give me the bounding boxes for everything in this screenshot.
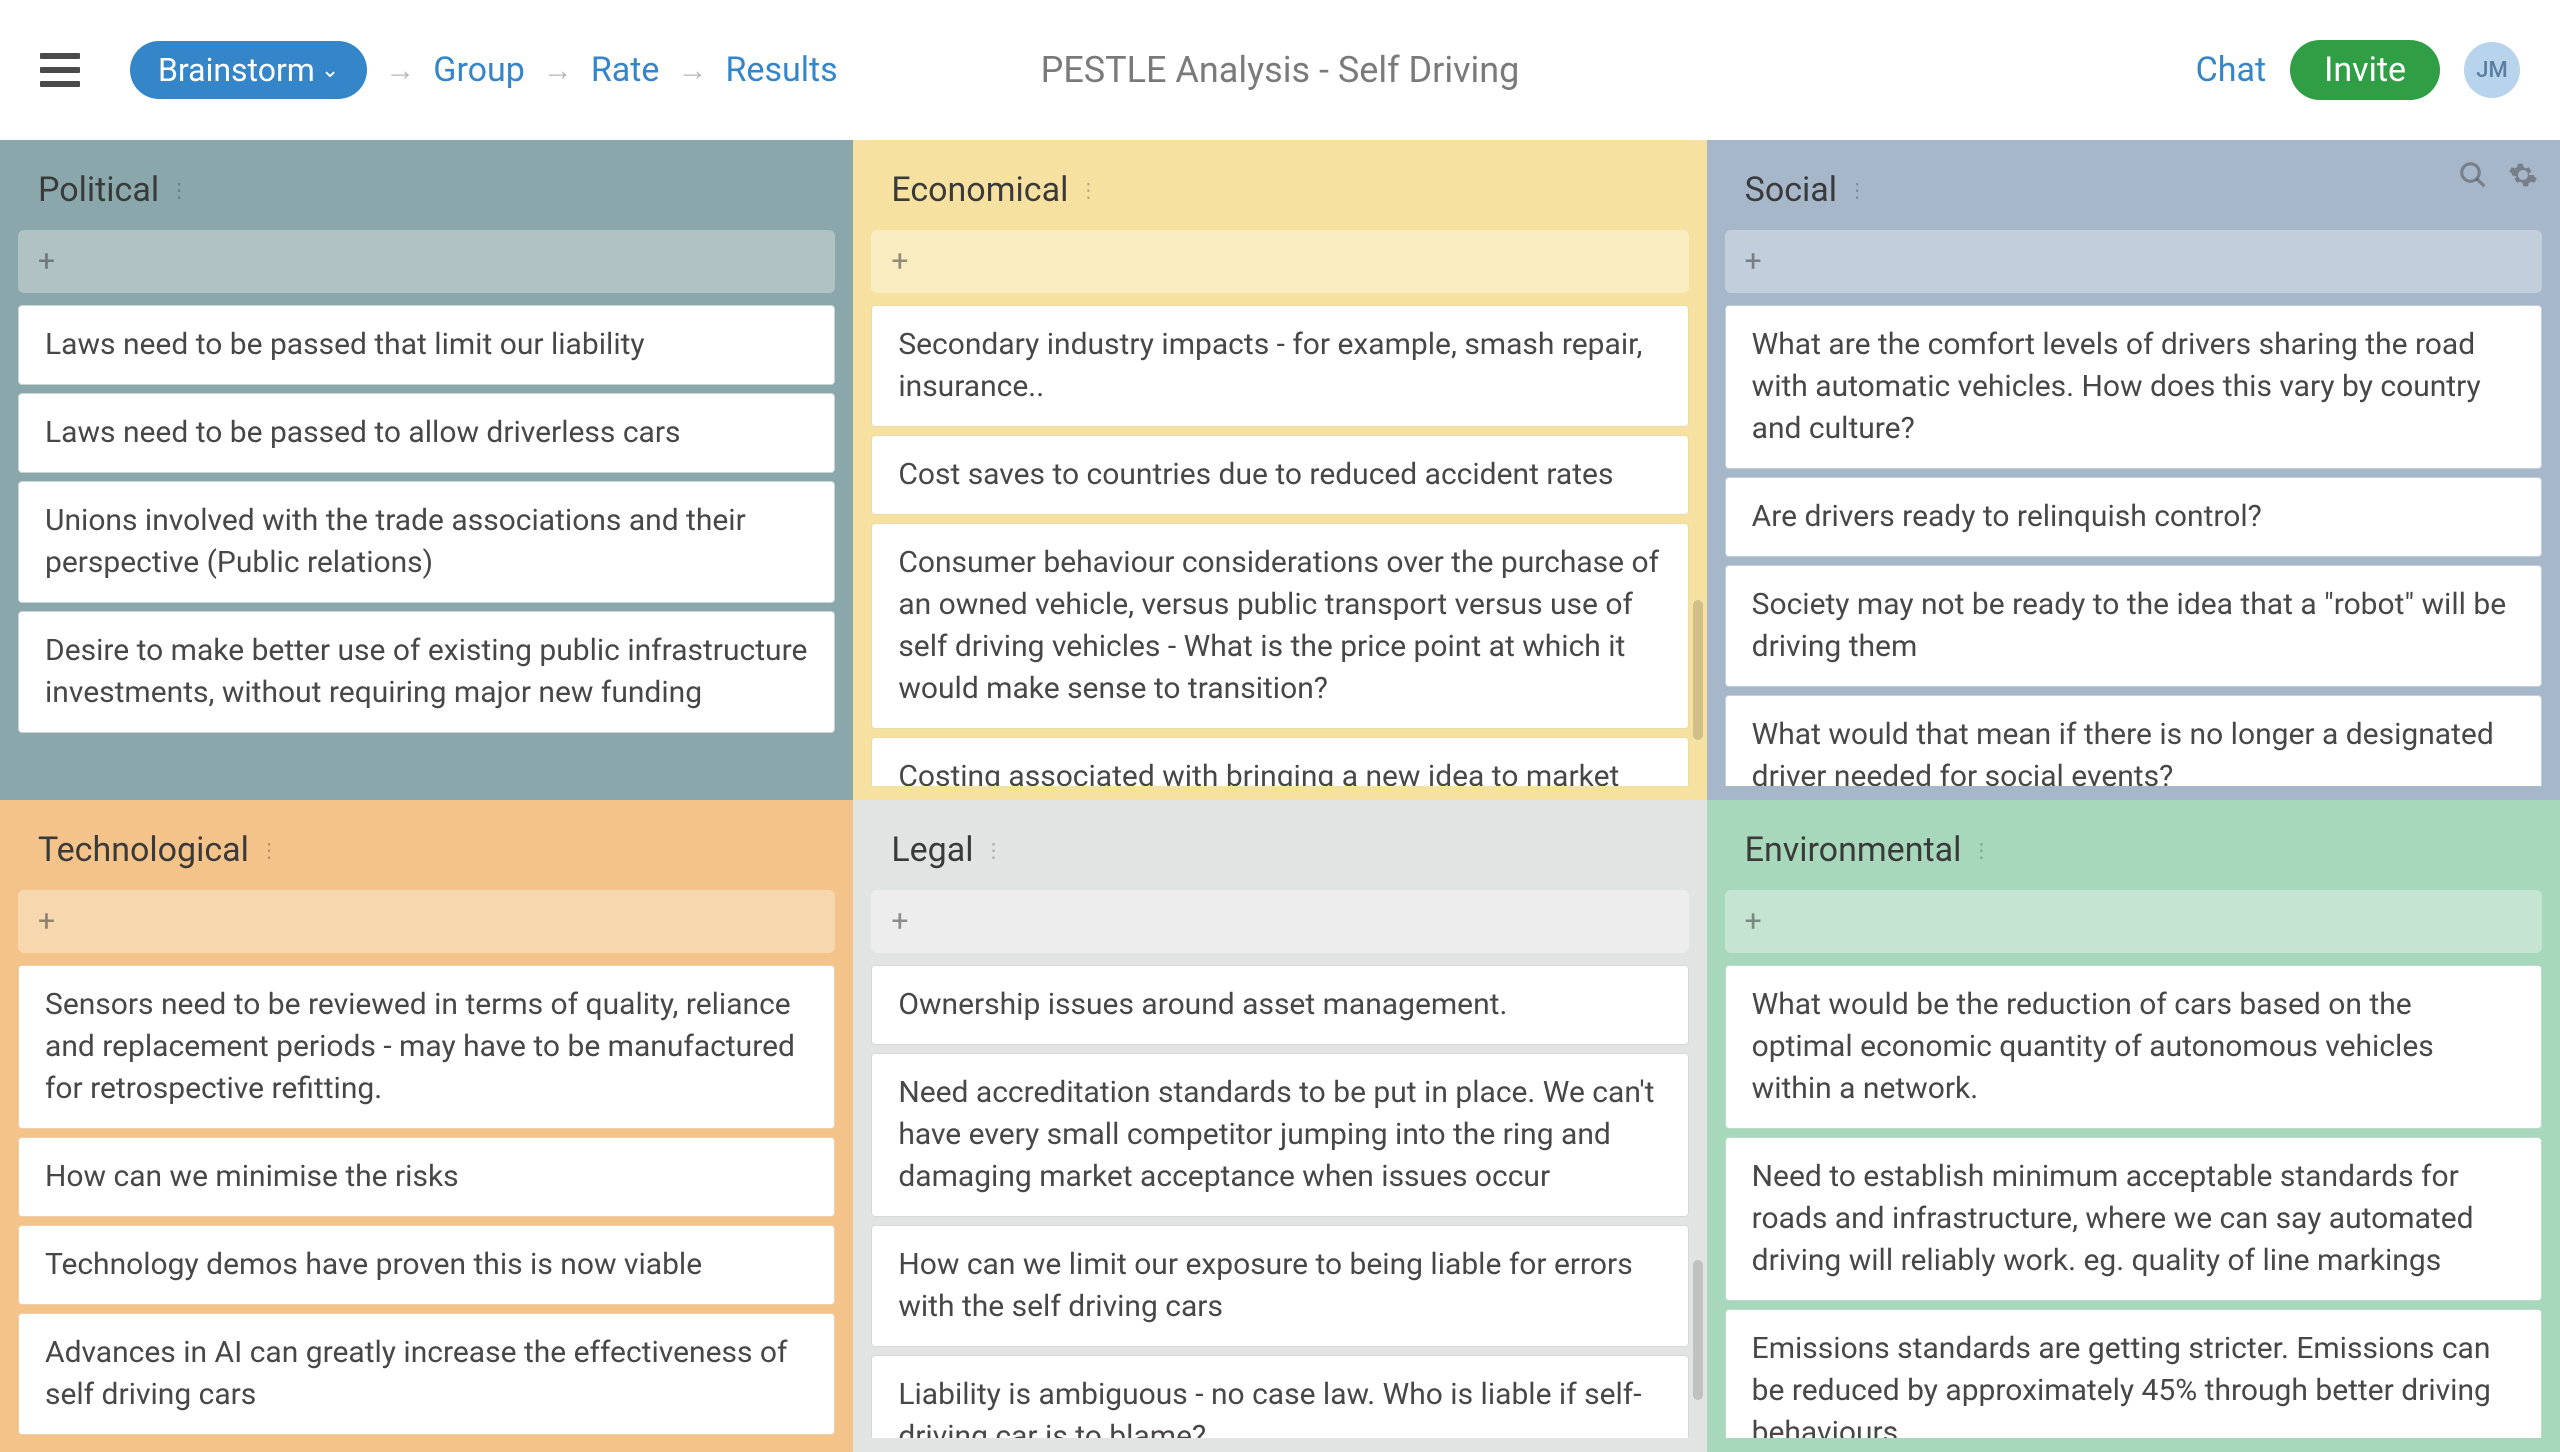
invite-button[interactable]: Invite	[2290, 40, 2440, 100]
card[interactable]: Need to establish minimum acceptable sta…	[1725, 1137, 2542, 1301]
card[interactable]: Unions involved with the trade associati…	[18, 481, 835, 603]
crumb-sep-3: →	[677, 53, 707, 88]
column-header: Technological ⋮	[14, 814, 839, 886]
card[interactable]: Are drivers ready to relinquish control?	[1725, 477, 2542, 557]
pill-label: Brainstorm	[158, 51, 315, 89]
right-actions: Chat Invite JM	[2196, 40, 2520, 100]
column-menu-icon[interactable]: ⋮	[1847, 178, 1866, 202]
gear-icon[interactable]	[2508, 160, 2538, 198]
card[interactable]: Ownership issues around asset management…	[871, 965, 1688, 1045]
scrollbar[interactable]	[1693, 600, 1703, 740]
crumb-results[interactable]: Results	[725, 50, 837, 90]
card-list: What would be the reduction of cars base…	[1721, 965, 2546, 1438]
column-political: Political ⋮ + Laws need to be passed that l…	[0, 140, 853, 800]
card-list: Laws need to be passed that limit our li…	[14, 305, 839, 737]
column-tools	[2458, 160, 2538, 198]
card[interactable]: Emissions standards are getting stricter…	[1725, 1309, 2542, 1438]
crumb-rate[interactable]: Rate	[591, 50, 660, 90]
page-title: PESTLE Analysis - Self Driving	[1041, 49, 1520, 91]
card[interactable]: Cost saves to countries due to reduced a…	[871, 435, 1688, 515]
scrollbar[interactable]	[1693, 1260, 1703, 1400]
card-list: Secondary industry impacts - for example…	[867, 305, 1692, 786]
add-card-button[interactable]: +	[1725, 890, 2542, 953]
card[interactable]: What would be the reduction of cars base…	[1725, 965, 2542, 1129]
card[interactable]: Sensors need to be reviewed in terms of …	[18, 965, 835, 1129]
card[interactable]: What would that mean if there is no long…	[1725, 695, 2542, 786]
column-header: Economical ⋮	[867, 154, 1692, 226]
column-title: Technological	[38, 830, 249, 870]
chevron-down-icon: ⌄	[321, 58, 339, 83]
column-menu-icon[interactable]: ⋮	[259, 838, 278, 862]
card[interactable]: Desire to make better use of existing pu…	[18, 611, 835, 733]
add-card-button[interactable]: +	[18, 230, 835, 293]
add-card-button[interactable]: +	[871, 890, 1688, 953]
board: Political ⋮ + Laws need to be passed that l…	[0, 140, 2560, 1452]
column-menu-icon[interactable]: ⋮	[169, 178, 188, 202]
column-social: Social ⋮ + What are the comfort levels of d…	[1707, 140, 2560, 800]
card[interactable]: Costing associated with bringing a new i…	[871, 737, 1688, 786]
crumb-sep-2: →	[543, 53, 573, 88]
search-icon[interactable]	[2458, 160, 2488, 198]
column-menu-icon[interactable]: ⋮	[1078, 178, 1097, 202]
column-header: Environmental ⋮	[1721, 814, 2546, 886]
add-card-button[interactable]: +	[871, 230, 1688, 293]
card[interactable]: Consumer behaviour considerations over t…	[871, 523, 1688, 729]
column-title: Social	[1745, 170, 1837, 210]
column-technological: Technological ⋮ + Sensors need to be review…	[0, 800, 853, 1452]
menu-icon[interactable]	[40, 50, 80, 90]
column-environmental: Environmental ⋮ + What would be the reducti…	[1707, 800, 2560, 1452]
topbar: Brainstorm ⌄ → Group → Rate → Results PE…	[0, 0, 2560, 140]
card[interactable]: Liability is ambiguous - no case law. Wh…	[871, 1355, 1688, 1438]
avatar[interactable]: JM	[2464, 42, 2520, 98]
column-legal: Legal ⋮ + Ownership issues around asset man…	[853, 800, 1706, 1452]
card-list: Sensors need to be reviewed in terms of …	[14, 965, 839, 1438]
column-title: Economical	[891, 170, 1068, 210]
card[interactable]: Technology demos have proven this is now…	[18, 1225, 835, 1305]
card[interactable]: How can we limit our exposure to being l…	[871, 1225, 1688, 1347]
column-header: Legal ⋮	[867, 814, 1692, 886]
card-list: What are the comfort levels of drivers s…	[1721, 305, 2546, 786]
card[interactable]: Society may not be ready to the idea tha…	[1725, 565, 2542, 687]
column-menu-icon[interactable]: ⋮	[1971, 838, 1990, 862]
card[interactable]: Advances in AI can greatly increase the …	[18, 1313, 835, 1435]
column-title: Political	[38, 170, 159, 210]
column-menu-icon[interactable]: ⋮	[984, 838, 1003, 862]
chat-link[interactable]: Chat	[2196, 50, 2266, 90]
stage-brainstorm-pill[interactable]: Brainstorm ⌄	[130, 41, 367, 99]
card[interactable]: Laws need to be passed to allow driverle…	[18, 393, 835, 473]
crumb-sep-1: →	[385, 53, 415, 88]
column-header: Social ⋮	[1721, 154, 2546, 226]
column-header: Political ⋮	[14, 154, 839, 226]
card[interactable]: Laws need to be passed that limit our li…	[18, 305, 835, 385]
column-title: Legal	[891, 830, 973, 870]
card[interactable]: How can we minimise the risks	[18, 1137, 835, 1217]
add-card-button[interactable]: +	[18, 890, 835, 953]
card-list: Ownership issues around asset management…	[867, 965, 1692, 1438]
breadcrumbs: Brainstorm ⌄ → Group → Rate → Results	[130, 41, 838, 99]
column-economical: Economical ⋮ + Secondary industry impacts -…	[853, 140, 1706, 800]
add-card-button[interactable]: +	[1725, 230, 2542, 293]
card[interactable]: Need accreditation standards to be put i…	[871, 1053, 1688, 1217]
card[interactable]: Secondary industry impacts - for example…	[871, 305, 1688, 427]
crumb-group[interactable]: Group	[433, 50, 525, 90]
column-title: Environmental	[1745, 830, 1962, 870]
card[interactable]: What are the comfort levels of drivers s…	[1725, 305, 2542, 469]
